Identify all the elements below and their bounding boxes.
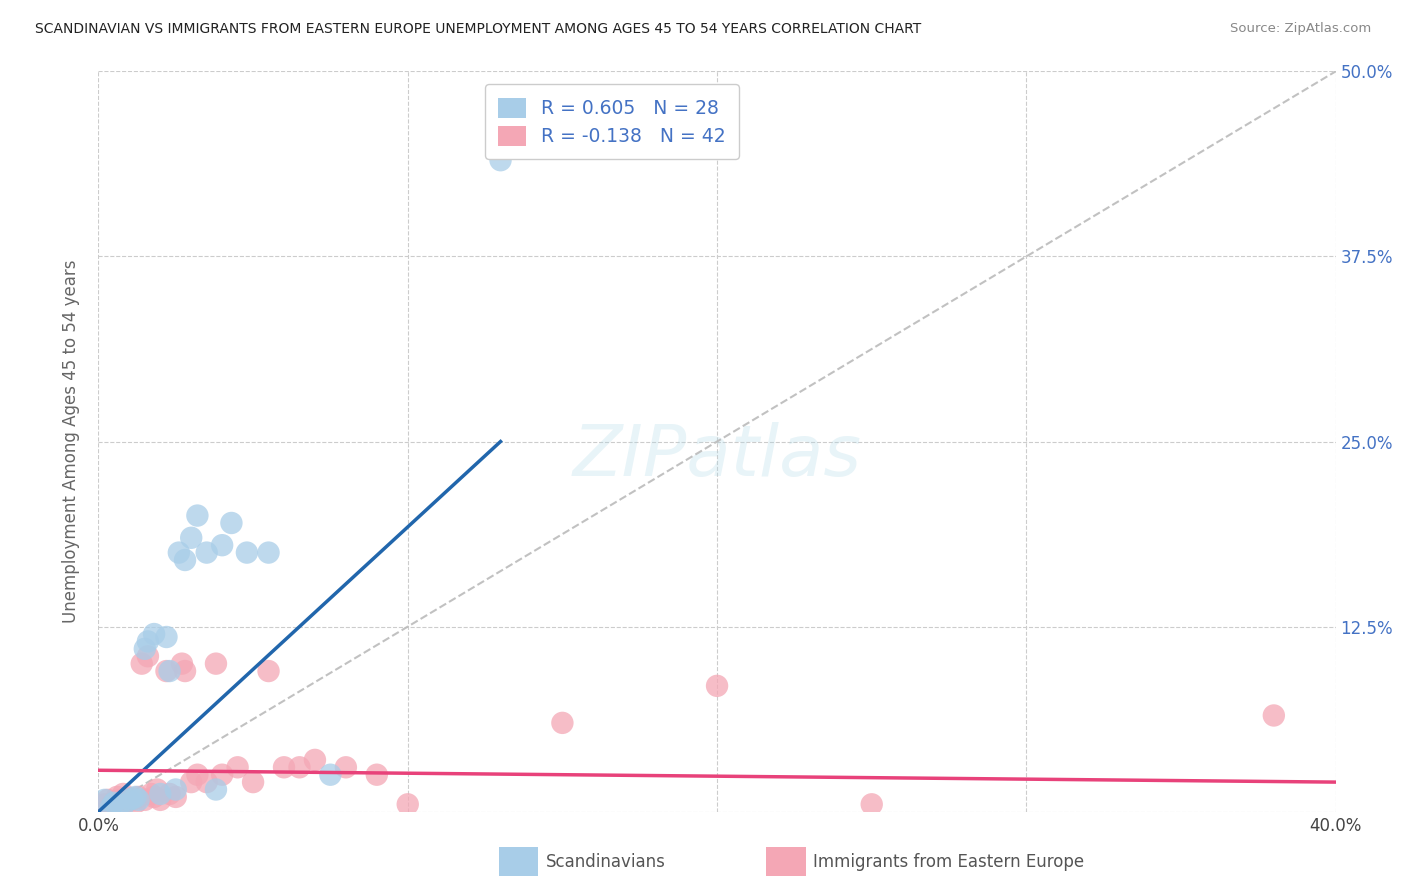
Point [121,791,143,805]
Point [97,793,120,807]
Point [186,508,208,523]
Point [103,796,125,810]
Point [159,787,181,801]
Y-axis label: Unemployment Among Ages 45 to 54 years: Unemployment Among Ages 45 to 54 years [62,260,80,624]
Point [118,793,141,807]
Point [155,630,177,644]
Point [112,798,135,813]
Text: Source: ZipAtlas.com: Source: ZipAtlas.com [1230,22,1371,36]
Point [165,789,187,804]
Point [134,641,156,656]
Point [706,679,728,693]
Point [180,531,202,545]
Point [860,797,883,812]
Point [221,516,243,530]
Point [128,793,150,807]
Point [489,153,512,168]
Point [112,787,135,801]
Point [551,715,574,730]
Point [93,797,115,812]
Point [124,796,146,810]
Point [257,664,280,678]
Point [288,760,311,774]
Point [155,664,177,678]
Point [174,553,197,567]
Point [93,793,115,807]
Point [143,627,166,641]
Point [143,789,166,804]
Point [273,760,295,774]
Point [167,546,190,560]
Point [396,797,419,812]
Point [257,546,280,560]
Point [139,787,162,801]
Text: ZIPatlas: ZIPatlas [572,422,862,491]
Point [108,793,131,807]
Point [304,753,326,767]
Point [165,782,187,797]
Point [186,767,208,781]
Point [226,760,249,774]
Point [136,649,159,664]
Point [103,796,125,810]
Point [128,789,150,804]
Legend: R = 0.605   N = 28, R = -0.138   N = 42: R = 0.605 N = 28, R = -0.138 N = 42 [485,85,740,159]
Text: SCANDINAVIAN VS IMMIGRANTS FROM EASTERN EUROPE UNEMPLOYMENT AMONG AGES 45 TO 54 : SCANDINAVIAN VS IMMIGRANTS FROM EASTERN … [35,22,921,37]
Point [100,800,122,814]
Point [242,775,264,789]
Point [319,767,342,781]
Point [100,798,122,813]
Point [170,657,193,671]
Point [121,793,143,807]
Point [136,634,159,648]
Point [174,664,197,678]
Point [105,789,128,804]
Point [159,664,181,678]
Point [149,793,172,807]
Point [335,760,357,774]
Text: Immigrants from Eastern Europe: Immigrants from Eastern Europe [813,853,1084,871]
Point [195,546,218,560]
Point [134,793,156,807]
Point [1263,708,1285,723]
Point [205,782,228,797]
Point [205,657,228,671]
Point [180,775,202,789]
Point [195,775,218,789]
Point [211,767,233,781]
Point [124,789,146,804]
Text: Scandinavians: Scandinavians [546,853,665,871]
Point [118,791,141,805]
Point [366,767,388,781]
Point [236,546,259,560]
Point [149,787,172,801]
Point [211,538,233,552]
Point [108,797,131,812]
Point [146,782,169,797]
Point [131,657,153,671]
Point [115,794,138,808]
